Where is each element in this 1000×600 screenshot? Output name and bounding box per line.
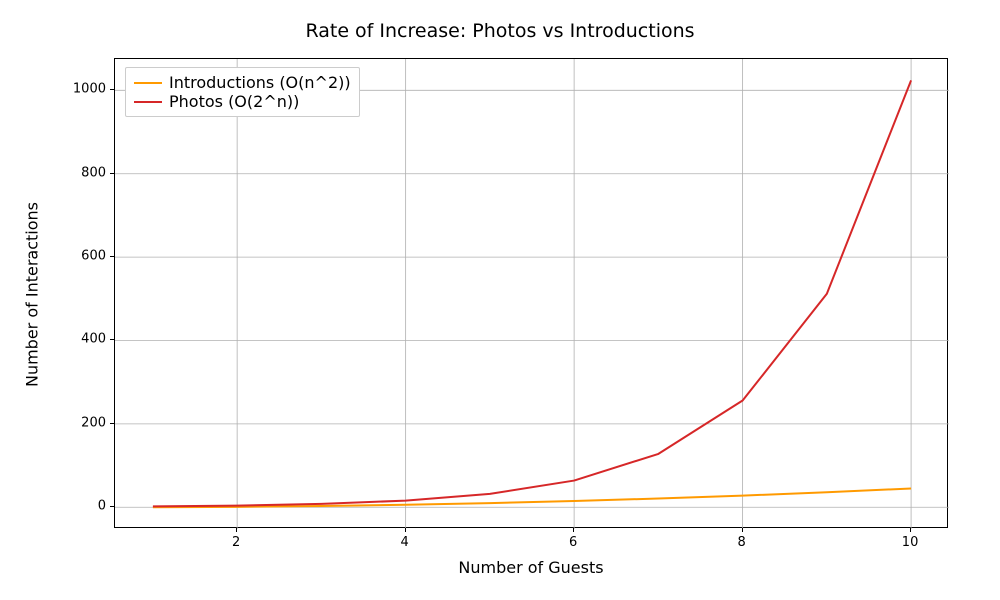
y-tick-label: 800 [56,165,106,180]
x-tick-label: 10 [902,535,919,550]
x-tick-mark [910,528,911,532]
y-tick-mark [110,173,114,174]
x-axis-label: Number of Guests [114,558,948,577]
y-tick-label: 1000 [56,82,106,97]
series-line [153,80,911,506]
x-tick-label: 2 [232,535,240,550]
legend-swatch [134,82,162,84]
legend-swatch [134,101,162,103]
legend: Introductions (O(n^2))Photos (O(2^n)) [125,67,360,117]
legend-item: Introductions (O(n^2)) [134,73,351,92]
x-tick-mark [236,528,237,532]
x-tick-mark [742,528,743,532]
y-tick-mark [110,256,114,257]
y-tick-label: 400 [56,332,106,347]
legend-item: Photos (O(2^n)) [134,92,351,111]
y-tick-mark [110,339,114,340]
plot-svg [115,59,949,529]
x-tick-label: 8 [737,535,745,550]
legend-label: Photos (O(2^n)) [169,92,299,111]
x-tick-mark [573,528,574,532]
x-tick-label: 4 [400,535,408,550]
y-tick-mark [110,423,114,424]
y-axis-label: Number of Interactions [23,60,42,530]
y-tick-mark [110,506,114,507]
x-tick-mark [405,528,406,532]
plot-area: Introductions (O(n^2))Photos (O(2^n)) [114,58,948,528]
figure: Rate of Increase: Photos vs Introduction… [0,0,1000,600]
chart-title: Rate of Increase: Photos vs Introduction… [0,20,1000,42]
legend-label: Introductions (O(n^2)) [169,73,351,92]
y-tick-label: 0 [56,499,106,514]
y-tick-label: 600 [56,249,106,264]
y-tick-mark [110,89,114,90]
x-tick-label: 6 [569,535,577,550]
y-tick-label: 200 [56,415,106,430]
